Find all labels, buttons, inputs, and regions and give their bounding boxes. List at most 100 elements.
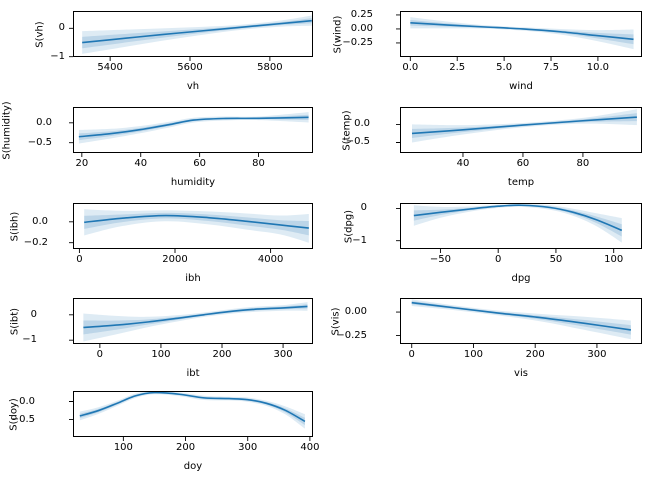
- x-tick-label: −50: [429, 254, 451, 265]
- x-tick-label: 5600: [177, 62, 203, 73]
- plot-svg: [396, 11, 642, 61]
- smooth-line: [79, 391, 306, 423]
- x-tick-label: 2.5: [449, 62, 466, 73]
- y-tick-label: −0.25: [336, 329, 367, 341]
- y-tick-label: 0.0: [36, 116, 52, 128]
- tick-marks: [69, 221, 272, 253]
- tick-marks: [69, 401, 311, 441]
- plot-svg: [396, 203, 642, 253]
- y-tick-label: −0.5: [10, 413, 35, 425]
- x-tick-label: 200: [525, 349, 545, 360]
- x-tick-label: 0: [408, 349, 415, 360]
- plot-clip-group: [79, 391, 306, 429]
- confidence-band-outer: [412, 109, 637, 143]
- plot-svg: [396, 298, 642, 348]
- axes-frame: [400, 11, 642, 57]
- x-tick-label: 7.5: [543, 62, 559, 73]
- confidence-band-inner: [84, 212, 309, 236]
- y-tick-label: 0.0: [354, 118, 370, 130]
- x-tick-label: 0: [96, 349, 104, 360]
- x-tick-label: 2000: [162, 254, 188, 265]
- x-tick-label: 300: [273, 349, 293, 360]
- y-tick-label: 0.25: [350, 8, 373, 20]
- tick-marks: [396, 311, 598, 348]
- confidence-band-outer: [83, 302, 308, 342]
- smooth-line: [78, 116, 309, 138]
- axes-frame: [73, 11, 313, 57]
- tick-marks: [396, 14, 599, 61]
- tick-marks: [69, 122, 259, 157]
- smooth-line: [413, 204, 623, 232]
- x-axis-label: ibt: [186, 368, 200, 379]
- x-tick-label: 20: [75, 158, 89, 169]
- smooth-line: [411, 301, 632, 331]
- axes-frame: [73, 107, 313, 153]
- plot-svg: [69, 391, 313, 441]
- x-tick-label: 80: [576, 158, 590, 169]
- x-tick-label: 0: [76, 254, 83, 265]
- x-tick-label: 300: [587, 349, 607, 360]
- x-axis-label: vis: [514, 368, 528, 379]
- x-axis-label: vh: [186, 81, 200, 92]
- tick-marks: [396, 208, 615, 253]
- x-tick-label: 50: [549, 254, 563, 265]
- y-axis-label: S(dpg): [343, 209, 355, 243]
- axes-frame: [400, 107, 642, 153]
- smooth-line: [84, 214, 309, 229]
- x-axis-label: wind: [509, 81, 533, 92]
- axes-frame: [73, 203, 313, 249]
- x-tick-label: 100: [113, 442, 133, 453]
- confidence-band-outer: [78, 112, 309, 144]
- y-tick-label: −1: [352, 234, 367, 246]
- x-tick-label: 0.0: [402, 62, 419, 73]
- axes-frame: [73, 391, 313, 437]
- x-tick-label: 300: [238, 442, 258, 453]
- plot-svg: [396, 107, 642, 157]
- x-tick-label: 40: [134, 158, 148, 169]
- x-tick-label: 60: [516, 158, 530, 169]
- x-tick-label: 5.0: [496, 62, 513, 73]
- plot-svg: [69, 11, 313, 61]
- confidence-band-outer: [84, 209, 309, 243]
- x-tick-label: 10.0: [586, 62, 610, 73]
- tick-marks: [69, 27, 271, 61]
- x-tick-label: 5400: [97, 62, 123, 73]
- y-tick-label: 0.0: [19, 395, 35, 407]
- y-tick-label: −1: [22, 334, 37, 346]
- confidence-band-outer: [413, 203, 622, 243]
- y-tick-label: 0.00: [350, 22, 373, 34]
- axes-frame: [73, 298, 313, 344]
- y-tick-label: −0.5: [345, 136, 370, 148]
- plot-clip-group: [411, 299, 632, 340]
- plot-clip-group: [411, 109, 637, 143]
- y-tick-label: 0: [360, 202, 367, 214]
- plot-svg: [69, 298, 313, 348]
- tick-marks: [396, 123, 584, 157]
- confidence-band-outer: [410, 17, 634, 50]
- x-tick-label: 400: [300, 442, 320, 453]
- smooth-line: [410, 21, 634, 41]
- x-tick-label: 80: [252, 158, 265, 169]
- plot-clip-group: [410, 17, 634, 50]
- x-axis-label: ibh: [185, 273, 201, 284]
- y-axis-label: S(vis): [330, 306, 342, 336]
- tick-marks: [69, 314, 284, 348]
- plot-clip-group: [82, 15, 312, 54]
- x-tick-label: 200: [212, 349, 232, 360]
- confidence-band-inner: [413, 204, 622, 237]
- y-tick-label: −0.25: [342, 36, 373, 48]
- axes-frame: [400, 203, 642, 249]
- x-tick-label: 5800: [257, 62, 283, 73]
- x-tick-label: 0: [494, 254, 502, 265]
- plot-clip-group: [413, 203, 623, 243]
- smooth-line: [411, 116, 637, 135]
- x-tick-label: 100: [604, 254, 624, 265]
- x-tick-label: 4000: [257, 254, 284, 265]
- y-tick-label: −0.2: [23, 236, 48, 248]
- plot-clip-group: [78, 112, 309, 144]
- plot-svg: [69, 203, 313, 253]
- x-axis-label: temp: [507, 177, 535, 188]
- x-tick-label: 60: [193, 158, 206, 169]
- x-tick-label: 40: [456, 158, 470, 169]
- x-axis-label: dpg: [511, 273, 531, 284]
